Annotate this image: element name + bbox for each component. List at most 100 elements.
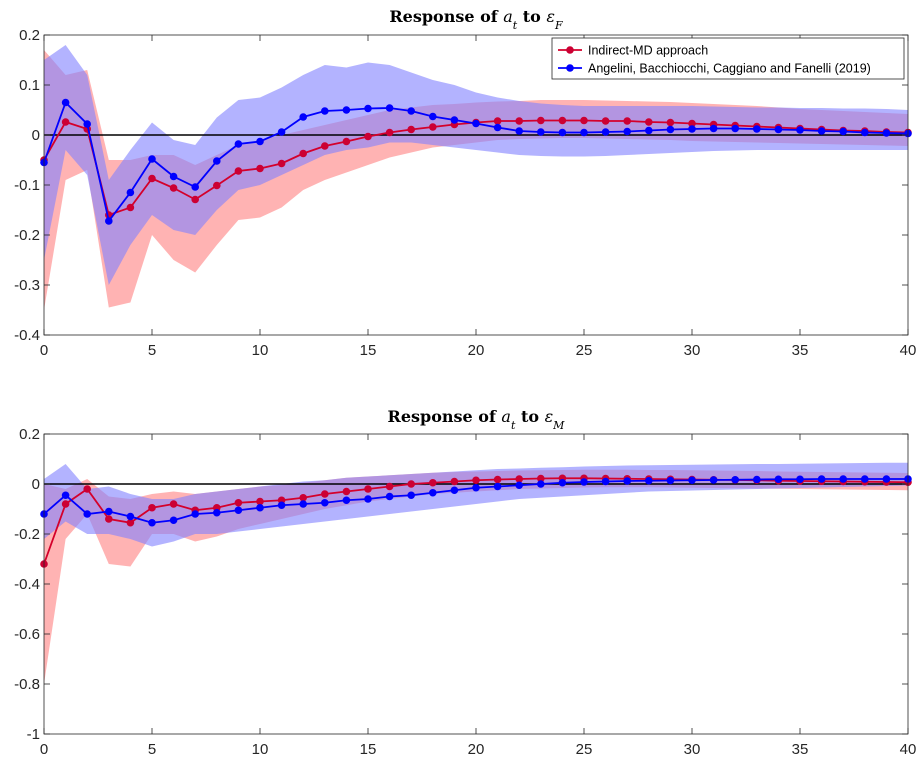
data-point bbox=[191, 195, 199, 204]
data-point bbox=[342, 106, 351, 114]
x-tick-label: 30 bbox=[684, 342, 701, 359]
data-point bbox=[169, 516, 178, 525]
x-tick-label: 25 bbox=[576, 342, 593, 359]
data-point bbox=[234, 498, 243, 507]
y-tick-label: 0.1 bbox=[19, 77, 40, 94]
data-point bbox=[861, 475, 869, 483]
data-point bbox=[342, 496, 351, 505]
data-point bbox=[364, 104, 372, 113]
data-point bbox=[105, 217, 113, 225]
x-tick-label: 40 bbox=[900, 741, 917, 758]
data-point bbox=[429, 478, 437, 487]
data-point bbox=[558, 116, 567, 125]
chart-title: Response of at to εM bbox=[388, 407, 566, 432]
data-point bbox=[299, 113, 308, 121]
data-point bbox=[256, 137, 264, 146]
data-point bbox=[601, 117, 610, 125]
data-point bbox=[623, 117, 631, 125]
data-point bbox=[558, 478, 567, 487]
data-point bbox=[537, 480, 545, 488]
data-point bbox=[299, 500, 308, 508]
data-point bbox=[61, 491, 70, 500]
data-point bbox=[61, 500, 70, 508]
data-point bbox=[493, 475, 502, 484]
y-tick-label: -0.1 bbox=[14, 177, 40, 194]
data-point bbox=[515, 481, 523, 490]
data-point bbox=[796, 475, 804, 484]
legend-marker bbox=[566, 64, 574, 72]
data-point bbox=[537, 128, 545, 136]
data-point bbox=[774, 475, 783, 484]
data-point bbox=[148, 503, 156, 512]
data-point bbox=[126, 203, 135, 212]
data-point bbox=[256, 497, 264, 506]
data-point bbox=[126, 518, 135, 527]
data-point bbox=[342, 137, 351, 146]
y-tick-label: -0.4 bbox=[14, 576, 40, 593]
data-point bbox=[472, 483, 480, 492]
data-point bbox=[61, 98, 70, 107]
data-point bbox=[709, 124, 718, 133]
data-point bbox=[191, 183, 199, 191]
y-tick-label: -0.2 bbox=[14, 526, 40, 543]
data-point bbox=[213, 508, 221, 517]
data-point bbox=[256, 503, 264, 512]
x-tick-label: 15 bbox=[360, 741, 377, 758]
data-point bbox=[688, 119, 696, 128]
y-tick-label: -1 bbox=[27, 726, 40, 743]
data-point bbox=[493, 482, 502, 491]
data-point bbox=[385, 492, 394, 501]
y-tick-label: 0 bbox=[32, 127, 40, 144]
x-tick-label: 30 bbox=[684, 741, 701, 758]
data-point bbox=[321, 142, 329, 150]
data-point bbox=[882, 129, 891, 137]
data-point bbox=[169, 500, 178, 508]
data-point bbox=[601, 477, 610, 486]
data-point bbox=[472, 119, 480, 128]
data-point bbox=[385, 482, 394, 491]
chart-panel-1: 0 5 10 15 20 25 30 35 40 -0.4 -0.3 -0.2 -0.1 0 0.1 0.2 R… bbox=[14, 7, 916, 359]
data-point bbox=[666, 125, 675, 134]
data-point bbox=[234, 506, 243, 515]
data-point bbox=[321, 107, 329, 115]
data-point bbox=[645, 118, 653, 126]
x-tick-label: 35 bbox=[792, 741, 809, 758]
data-point bbox=[493, 117, 502, 125]
data-point bbox=[839, 475, 847, 483]
x-tick-label: 25 bbox=[576, 741, 593, 758]
legend-label: Indirect-MD approach bbox=[588, 44, 708, 58]
chart-title: Response of at to εF bbox=[389, 7, 563, 32]
legend: Indirect-MD approach Angelini, Bacchiocch… bbox=[551, 37, 905, 80]
data-point bbox=[169, 172, 178, 181]
data-point bbox=[817, 127, 826, 135]
data-point bbox=[429, 123, 437, 131]
data-point bbox=[450, 486, 459, 495]
data-point bbox=[623, 477, 631, 485]
data-point bbox=[688, 476, 696, 485]
x-tick-label: 15 bbox=[360, 342, 377, 359]
data-point bbox=[234, 167, 243, 175]
x-tick-label: 0 bbox=[40, 741, 48, 758]
data-point bbox=[213, 157, 221, 165]
data-point bbox=[364, 132, 372, 141]
y-tick-label: -0.3 bbox=[14, 277, 40, 294]
data-point bbox=[407, 480, 416, 488]
data-point bbox=[277, 501, 286, 510]
data-point bbox=[83, 510, 91, 518]
data-point bbox=[558, 128, 567, 137]
data-point bbox=[774, 125, 783, 134]
data-point bbox=[537, 116, 545, 125]
legend-box bbox=[551, 37, 905, 80]
data-point bbox=[105, 507, 113, 516]
data-point bbox=[364, 495, 372, 503]
y-tick-label: 0.2 bbox=[19, 426, 40, 443]
data-point bbox=[666, 476, 675, 485]
data-point bbox=[753, 125, 761, 133]
data-point bbox=[515, 475, 523, 483]
data-point bbox=[429, 112, 437, 121]
data-point bbox=[234, 140, 243, 148]
data-point bbox=[407, 125, 416, 134]
data-point bbox=[623, 127, 631, 136]
data-point bbox=[882, 475, 891, 483]
